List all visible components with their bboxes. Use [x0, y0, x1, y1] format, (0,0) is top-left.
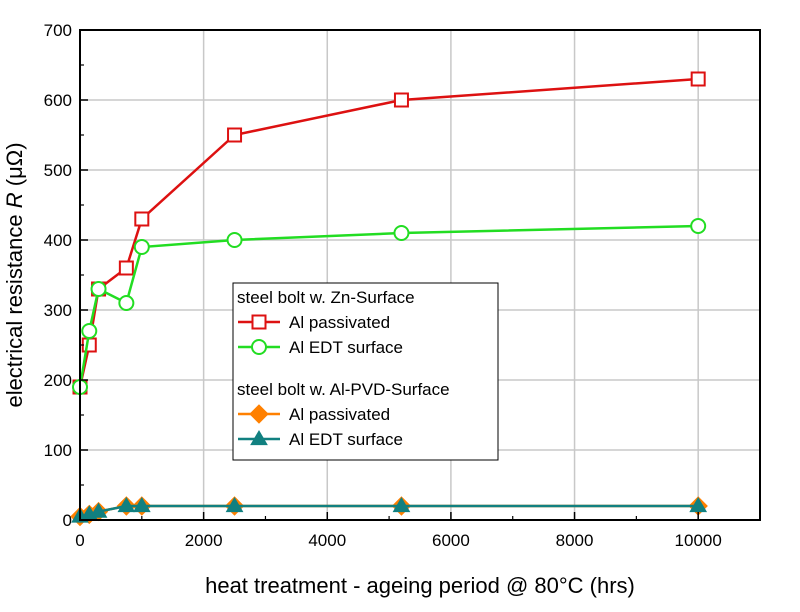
- series-1: [72, 218, 707, 395]
- data-point: [393, 225, 410, 241]
- series-line: [79, 504, 699, 518]
- x-tick-label: 8000: [556, 531, 594, 550]
- legend-label: Al passivated: [289, 313, 390, 332]
- data-point: [117, 497, 136, 513]
- legend-marker: [249, 404, 269, 424]
- data-point: [118, 260, 134, 276]
- data-point: [90, 281, 107, 297]
- legend-label: Al passivated: [289, 405, 390, 424]
- legend-label: Al EDT surface: [289, 338, 403, 357]
- y-tick-label: 400: [44, 231, 72, 250]
- data-point: [690, 218, 707, 234]
- legend: steel bolt w. Zn-Surface Al passivated Al …: [232, 282, 499, 461]
- data-point: [81, 323, 98, 339]
- data-point: [393, 92, 409, 108]
- y-axis-title: electrical resistance R (μΩ): [2, 142, 27, 407]
- data-point: [89, 502, 108, 518]
- y-tick-label: 600: [44, 91, 72, 110]
- data-point: [132, 497, 151, 513]
- x-tick-label: 10000: [675, 531, 722, 550]
- legend-marker: [251, 339, 267, 355]
- y-tick-label: 0: [63, 511, 72, 530]
- data-point: [81, 337, 97, 353]
- data-point: [226, 232, 243, 248]
- y-tick-label: 100: [44, 441, 72, 460]
- data-point: [690, 71, 706, 87]
- data-point: [134, 211, 150, 227]
- legend-box: [232, 282, 499, 461]
- legend-heading: steel bolt w. Al-PVD-Surface: [237, 380, 450, 399]
- series-3: [71, 497, 708, 523]
- legend-marker: [251, 314, 267, 330]
- series-layer: [70, 71, 708, 527]
- data-point: [133, 239, 150, 255]
- legend-marker: [250, 430, 268, 446]
- y-tick-label: 200: [44, 371, 72, 390]
- axis-ticks: 0 2000 4000 6000 8000 10000 0 100 200 300 400 500 60…: [44, 21, 722, 550]
- x-tick-label: 4000: [308, 531, 346, 550]
- data-point: [227, 127, 243, 143]
- data-point: [689, 497, 708, 513]
- x-tick-label: 6000: [432, 531, 470, 550]
- series-line: [79, 504, 699, 518]
- y-tick-label: 700: [44, 21, 72, 40]
- x-tick-label: 0: [75, 531, 84, 550]
- legend-label: Al EDT surface: [289, 430, 403, 449]
- x-tick-label: 2000: [185, 531, 223, 550]
- data-point: [225, 497, 244, 513]
- data-point: [118, 295, 135, 311]
- x-axis-title: heat treatment - ageing period @ 80°C (h…: [205, 573, 635, 598]
- data-point: [392, 497, 411, 513]
- series-2: [70, 496, 708, 527]
- legend-heading: steel bolt w. Zn-Surface: [237, 288, 415, 307]
- y-tick-label: 500: [44, 161, 72, 180]
- y-tick-label: 300: [44, 301, 72, 320]
